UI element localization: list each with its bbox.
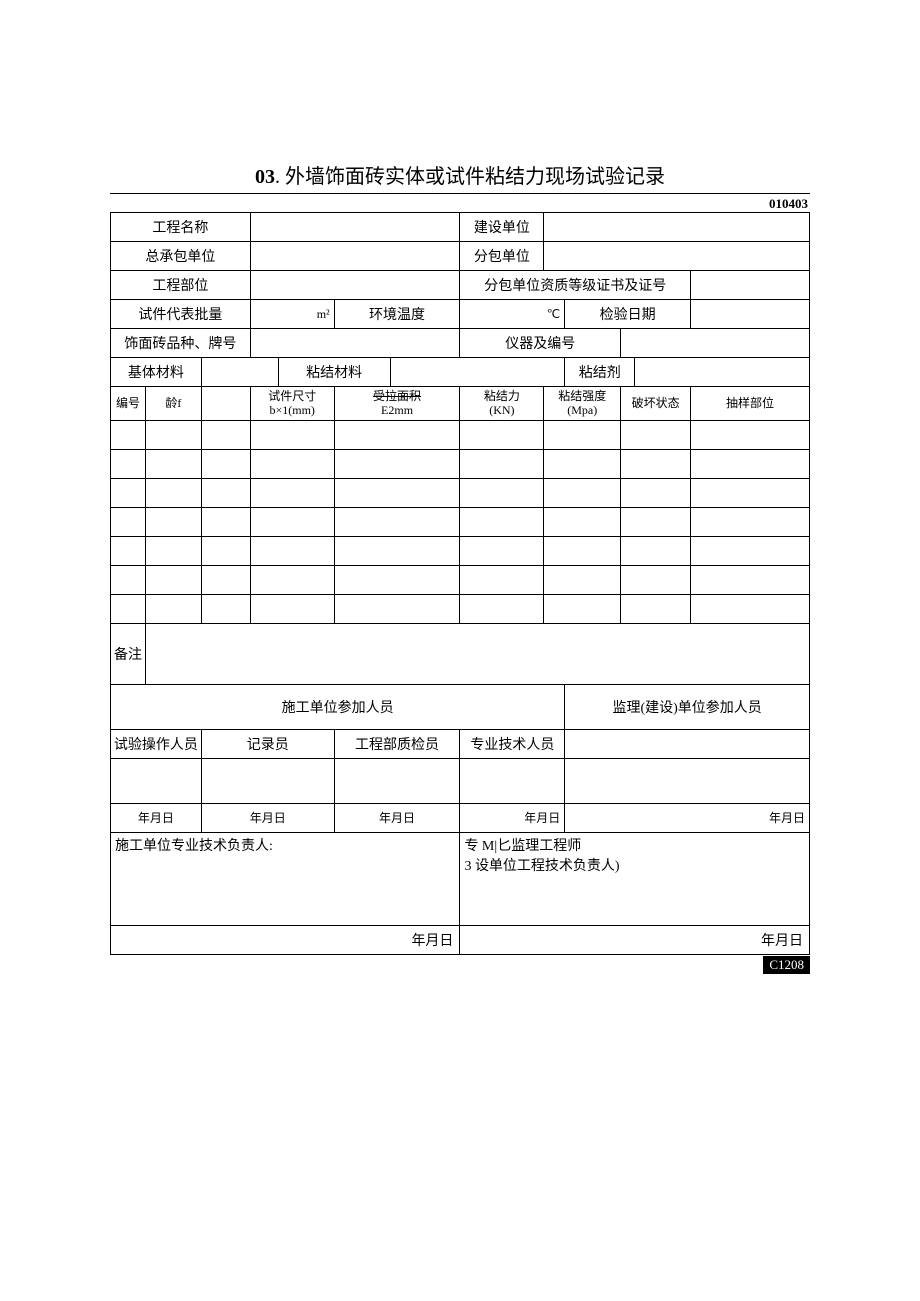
form-code-top: 010403 bbox=[110, 194, 810, 212]
label-recorder: 记录员 bbox=[201, 729, 334, 758]
value-instrument bbox=[621, 329, 810, 358]
label-project-name: 工程名称 bbox=[111, 213, 251, 242]
sign-quality bbox=[334, 758, 460, 803]
value-bond-agent bbox=[635, 358, 810, 387]
date-recorder: 年月日 bbox=[201, 803, 334, 832]
sign-recorder bbox=[201, 758, 334, 803]
value-subcontractor bbox=[544, 242, 810, 271]
form-table: 工程名称 建设单位 总承包单位 分包单位 工程部位 分包单位资质等级证书及证号 … bbox=[110, 212, 810, 955]
date-tech: 年月日 bbox=[460, 803, 565, 832]
label-participants-jl: 监理(建设)单位参加人员 bbox=[565, 684, 810, 729]
sign-tech bbox=[460, 758, 565, 803]
supervisor-block: 专 M|匕监理工程师 3 设单位工程技术负责人) bbox=[460, 832, 810, 925]
label-bond-material: 粘结材料 bbox=[278, 358, 390, 387]
label-specimen-batch: 试件代表批量 bbox=[111, 300, 251, 329]
footer-code: C1208 bbox=[763, 956, 810, 974]
value-inspection-date bbox=[691, 300, 810, 329]
label-construction-unit: 建设单位 bbox=[460, 213, 544, 242]
label-quality-inspector: 工程部质检员 bbox=[334, 729, 460, 758]
value-jl-participant bbox=[565, 729, 810, 758]
label-participants-sg: 施工单位参加人员 bbox=[111, 684, 565, 729]
table-row bbox=[111, 565, 810, 594]
col-header-no: 编号 bbox=[111, 387, 146, 421]
date-quality: 年月日 bbox=[334, 803, 460, 832]
label-subcontractor: 分包单位 bbox=[460, 242, 544, 271]
value-remarks bbox=[145, 623, 809, 684]
date-jl: 年月日 bbox=[565, 803, 810, 832]
value-subcontractor-cert bbox=[691, 271, 810, 300]
title-text: . 外墙饰面砖实体或试件粘结力现场试验记录 bbox=[275, 166, 665, 188]
value-base-material bbox=[201, 358, 278, 387]
sign-operator bbox=[111, 758, 202, 803]
label-remarks: 备注 bbox=[111, 623, 146, 684]
table-row bbox=[111, 536, 810, 565]
date-operator: 年月日 bbox=[111, 803, 202, 832]
col-header-area: 受拉面积 E2mm bbox=[334, 387, 460, 421]
col-header-size: 试件尺寸 b×1(mm) bbox=[250, 387, 334, 421]
col-header-force: 粘结力 (KN) bbox=[460, 387, 544, 421]
label-tile-type: 饰面砖品种、牌号 bbox=[111, 329, 251, 358]
label-project-part: 工程部位 bbox=[111, 271, 251, 300]
unit-c: ℃ bbox=[460, 300, 565, 329]
col-header-blank bbox=[201, 387, 250, 421]
col-header-fail: 破坏状态 bbox=[621, 387, 691, 421]
col-header-sample: 抽样部位 bbox=[691, 387, 810, 421]
sg-lead-date: 年月日 bbox=[111, 925, 460, 954]
table-row bbox=[111, 507, 810, 536]
title-number: 03 bbox=[255, 166, 275, 188]
table-row bbox=[111, 449, 810, 478]
label-tech-staff: 专业技术人员 bbox=[460, 729, 565, 758]
value-main-contractor bbox=[250, 242, 460, 271]
value-project-name bbox=[250, 213, 460, 242]
col-header-strength: 粘结强度 (Mpa) bbox=[544, 387, 621, 421]
table-row bbox=[111, 478, 810, 507]
supervisor-date: 年月日 bbox=[460, 925, 810, 954]
label-main-contractor: 总承包单位 bbox=[111, 242, 251, 271]
label-bond-agent: 粘结剂 bbox=[565, 358, 635, 387]
sign-jl bbox=[565, 758, 810, 803]
value-bond-material bbox=[390, 358, 565, 387]
value-construction-unit bbox=[544, 213, 810, 242]
table-row bbox=[111, 420, 810, 449]
label-operator: 试验操作人员 bbox=[111, 729, 202, 758]
label-env-temp: 环境温度 bbox=[334, 300, 460, 329]
label-inspection-date: 检验日期 bbox=[565, 300, 691, 329]
label-instrument: 仪器及编号 bbox=[460, 329, 621, 358]
unit-m2: m² bbox=[250, 300, 334, 329]
value-project-part bbox=[250, 271, 460, 300]
sg-tech-lead-block: 施工单位专业技术负责人: bbox=[111, 832, 460, 925]
table-row bbox=[111, 594, 810, 623]
value-tile-type bbox=[250, 329, 460, 358]
document-title: 03. 外墙饰面砖实体或试件粘结力现场试验记录 bbox=[110, 160, 810, 189]
label-base-material: 基体材料 bbox=[111, 358, 202, 387]
col-header-age: 龄f bbox=[145, 387, 201, 421]
label-subcontractor-cert: 分包单位资质等级证书及证号 bbox=[460, 271, 691, 300]
